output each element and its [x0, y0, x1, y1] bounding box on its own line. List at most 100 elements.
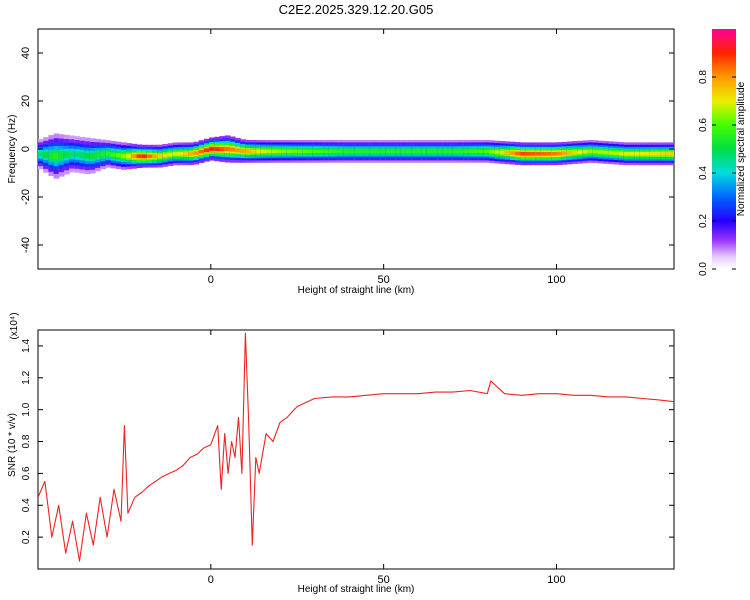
y-tick-label: -20	[20, 189, 32, 205]
y-tick-label: 0.6	[21, 466, 32, 480]
heat-cell	[167, 152, 174, 157]
heat-cell	[146, 154, 153, 158]
heat-cell	[245, 149, 252, 154]
heat-cell	[406, 149, 412, 154]
heat-cell	[292, 149, 298, 154]
heat-cell	[551, 152, 558, 156]
colorbar-label: Normalized spectral amplitude	[736, 81, 747, 216]
heat-cell	[623, 152, 630, 156]
y-tick-label: 40	[20, 47, 32, 59]
spectrogram-ridge	[38, 133, 674, 179]
snr-panel: 0 50 100 0.2 0.4 0.6 0.8 1.0 1.2 1.4 Height of st…	[7, 312, 675, 595]
heat-cell	[250, 149, 257, 154]
y-tick-label: 1.0	[21, 402, 32, 416]
heat-cell	[95, 152, 101, 158]
heat-cell	[162, 153, 169, 158]
heat-cell	[540, 152, 547, 156]
heat-cell	[349, 149, 355, 154]
heat-cell	[131, 154, 138, 159]
heat-cell	[172, 152, 179, 156]
heat-cell	[380, 149, 386, 154]
heat-cell	[644, 152, 651, 156]
heat-cell	[608, 151, 615, 155]
heat-cell	[219, 147, 226, 152]
heat-cell	[286, 149, 293, 154]
y-tick-label: 20	[20, 95, 32, 107]
heat-cell	[48, 152, 55, 159]
heat-cell	[152, 154, 158, 158]
y-tick-label: 0.2	[21, 530, 32, 544]
heat-cell	[504, 151, 511, 155]
heat-cell	[209, 147, 215, 151]
heat-cell	[385, 149, 392, 154]
heat-cell	[587, 149, 594, 154]
y-tick-label: 1.4	[21, 339, 32, 353]
heat-cell	[473, 149, 480, 154]
heat-cell	[354, 149, 361, 154]
heat-cell	[400, 149, 407, 154]
colorbar-tick-label: 0.2	[698, 214, 709, 228]
heat-cell	[463, 149, 469, 154]
heat-cell	[89, 153, 96, 159]
heat-cell	[566, 151, 573, 155]
colorbar-tick-label: 0.4	[698, 166, 709, 180]
heat-cell	[260, 149, 267, 154]
heat-cell	[577, 150, 583, 154]
heat-cell	[442, 149, 449, 154]
snr-multiplier-label: (x10⁴)	[9, 312, 20, 339]
heat-cell	[240, 149, 246, 153]
heat-cell	[369, 149, 376, 154]
heat-cell	[494, 150, 501, 154]
spectrogram-panel: 0 50 100 -40 -20 0 20 40 Height of straight lin…	[7, 28, 675, 296]
x-tick-label: 100	[547, 574, 565, 586]
heat-cell	[203, 148, 210, 152]
heat-cell	[395, 149, 402, 154]
heat-cell	[74, 151, 81, 158]
heat-cell	[483, 149, 490, 154]
spectrogram-axes: 0 50 100 -40 -20 0 20 40	[20, 29, 674, 286]
heat-cell	[302, 149, 309, 154]
heat-cell	[556, 151, 563, 156]
heat-cell	[136, 154, 143, 158]
heat-cell	[126, 154, 132, 159]
x-tick-label: 0	[208, 274, 214, 286]
heat-cell	[561, 151, 568, 156]
heat-cell	[509, 151, 516, 155]
heat-cell	[53, 152, 60, 160]
colorbar-gradient	[712, 29, 736, 269]
heat-cell	[266, 149, 272, 154]
heat-cell	[188, 152, 195, 156]
heat-cell	[141, 154, 148, 158]
heat-cell	[224, 146, 231, 152]
heat-cell	[198, 149, 205, 154]
heat-cell	[598, 150, 604, 154]
heat-cell	[525, 152, 532, 156]
x-tick-label: 50	[378, 574, 390, 586]
heat-cell	[38, 151, 44, 157]
heat-cell	[390, 149, 397, 154]
heat-cell	[546, 152, 552, 156]
heat-cell	[115, 153, 122, 158]
heat-cell	[447, 149, 454, 154]
heat-cell	[271, 149, 278, 154]
colorbar: 0.0 0.2 0.4 0.6 0.8 Normalized spectral ampl…	[698, 29, 747, 276]
heat-cell	[58, 152, 65, 159]
heat-cell	[359, 149, 366, 154]
heat-cell	[437, 149, 443, 154]
figure-title: C2E2.2025.329.12.20.G05	[279, 2, 434, 17]
heat-cell	[499, 150, 506, 155]
heat-cell	[255, 149, 262, 154]
heat-cell	[364, 149, 371, 154]
heat-cell	[100, 152, 106, 157]
heat-cell	[333, 149, 340, 154]
heat-cell	[157, 154, 164, 158]
heat-cell	[592, 149, 599, 154]
heat-cell	[452, 149, 459, 154]
y-tick-label: -40	[20, 237, 32, 253]
heat-cell	[281, 149, 288, 154]
heat-cell	[411, 149, 418, 154]
snr-line	[38, 332, 674, 562]
y-tick-label: 0.8	[21, 434, 32, 448]
colorbar-tick-label: 0.0	[698, 262, 709, 276]
